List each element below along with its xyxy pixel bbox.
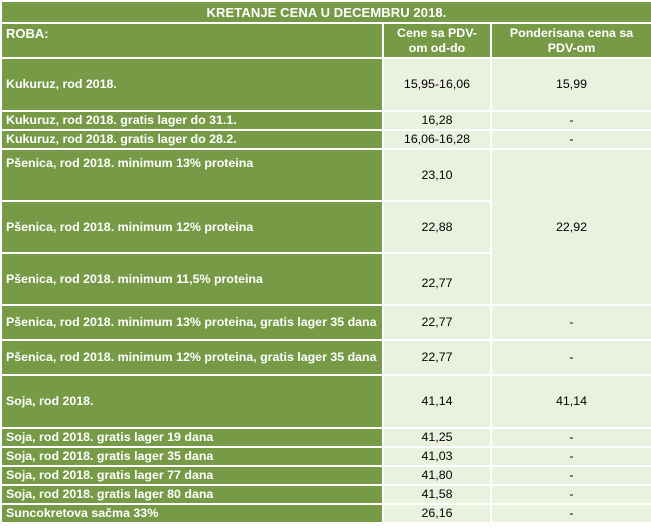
row-price: 22,77 (382, 304, 492, 341)
column-header-roba: ROBA: (0, 22, 384, 59)
row-label: Pšenica, rod 2018. minimum 13% proteina (0, 148, 384, 202)
row-label: Soja, rod 2018. gratis lager 77 dana (0, 465, 384, 486)
table-row: Pšenica, rod 2018. minimum 12% proteina,… (0, 339, 651, 376)
row-label: Pšenica, rod 2018. minimum 12% proteina (0, 200, 384, 254)
row-label: Pšenica, rod 2018. minimum 12% proteina,… (0, 339, 384, 376)
title-row: KRETANJE CENA U DECEMBRU 2018. (0, 0, 651, 24)
table-row: Pšenica, rod 2018. minimum 13% proteina … (0, 148, 651, 306)
row-label: Pšenica, rod 2018. minimum 13% proteina,… (0, 304, 384, 341)
table-row: Kukuruz, rod 2018. gratis lager do 31.1.… (0, 110, 651, 131)
row-price: 41,14 (382, 374, 492, 429)
row-label: Pšenica, rod 2018. minimum 11,5% protein… (0, 252, 384, 306)
table-row: Pšenica, rod 2018. minimum 12% proteina … (0, 200, 651, 254)
row-label: Kukuruz, rod 2018. (0, 57, 384, 112)
row-price: 15,95-16,06 (382, 57, 492, 112)
header-row: ROBA: Cene sa PDV-om od-do Ponderisana c… (0, 22, 651, 59)
table-row: Soja, rod 2018. gratis lager 19 dana 41,… (0, 427, 651, 448)
row-price: 41,58 (382, 484, 492, 505)
table-row: Pšenica, rod 2018. minimum 11,5% protein… (0, 252, 651, 306)
row-weighted-price: - (490, 339, 651, 376)
row-weighted-price: 41,14 (490, 374, 651, 429)
row-price: 41,03 (382, 446, 492, 467)
row-weighted-price-merged: 22,92 (490, 148, 651, 306)
column-header-weighted-price: Ponderisana cena sa PDV-om (490, 22, 651, 59)
row-price: 26,16 (382, 503, 492, 524)
row-price: 41,25 (382, 427, 492, 448)
table-row: Soja, rod 2018. gratis lager 35 dana 41,… (0, 446, 651, 467)
row-label: Soja, rod 2018. (0, 374, 384, 429)
row-price: 22,88 (382, 200, 492, 254)
row-weighted-price: - (490, 110, 651, 131)
table-row: Pšenica, rod 2018. minimum 13% proteina,… (0, 304, 651, 341)
column-header-price-range: Cene sa PDV-om od-do (382, 22, 492, 59)
row-weighted-price: - (490, 427, 651, 448)
row-price: 16,28 (382, 110, 492, 131)
row-weighted-price: - (490, 465, 651, 486)
row-label: Soja, rod 2018. gratis lager 19 dana (0, 427, 384, 448)
row-label: Soja, rod 2018. gratis lager 80 dana (0, 484, 384, 505)
row-weighted-price: - (490, 503, 651, 524)
row-price: 23,10 (382, 148, 492, 202)
table-row: Soja, rod 2018. gratis lager 80 dana 41,… (0, 484, 651, 505)
row-label: Soja, rod 2018. gratis lager 35 dana (0, 446, 384, 467)
table-row: Kukuruz, rod 2018. 15,95-16,06 15,99 (0, 57, 651, 112)
row-weighted-price: - (490, 304, 651, 341)
table-row: Soja, rod 2018. 41,14 41,14 (0, 374, 651, 429)
table-title: KRETANJE CENA U DECEMBRU 2018. (0, 0, 651, 24)
table-row: Suncokretova sačma 33% 26,16 - (0, 503, 651, 524)
row-label: Kukuruz, rod 2018. gratis lager do 31.1. (0, 110, 384, 131)
row-price: 22,77 (382, 339, 492, 376)
row-weighted-price: - (490, 446, 651, 467)
row-weighted-price: - (490, 484, 651, 505)
row-label: Suncokretova sačma 33% (0, 503, 384, 524)
row-price: 16,06-16,28 (382, 129, 492, 150)
row-price: 22,77 (382, 252, 492, 306)
row-label: Kukuruz, rod 2018. gratis lager do 28.2. (0, 129, 384, 150)
row-price: 41,80 (382, 465, 492, 486)
table-row: Soja, rod 2018. gratis lager 77 dana 41,… (0, 465, 651, 486)
row-weighted-price: - (490, 129, 651, 150)
row-weighted-price: 15,99 (490, 57, 651, 112)
table-row: Kukuruz, rod 2018. gratis lager do 28.2.… (0, 129, 651, 150)
